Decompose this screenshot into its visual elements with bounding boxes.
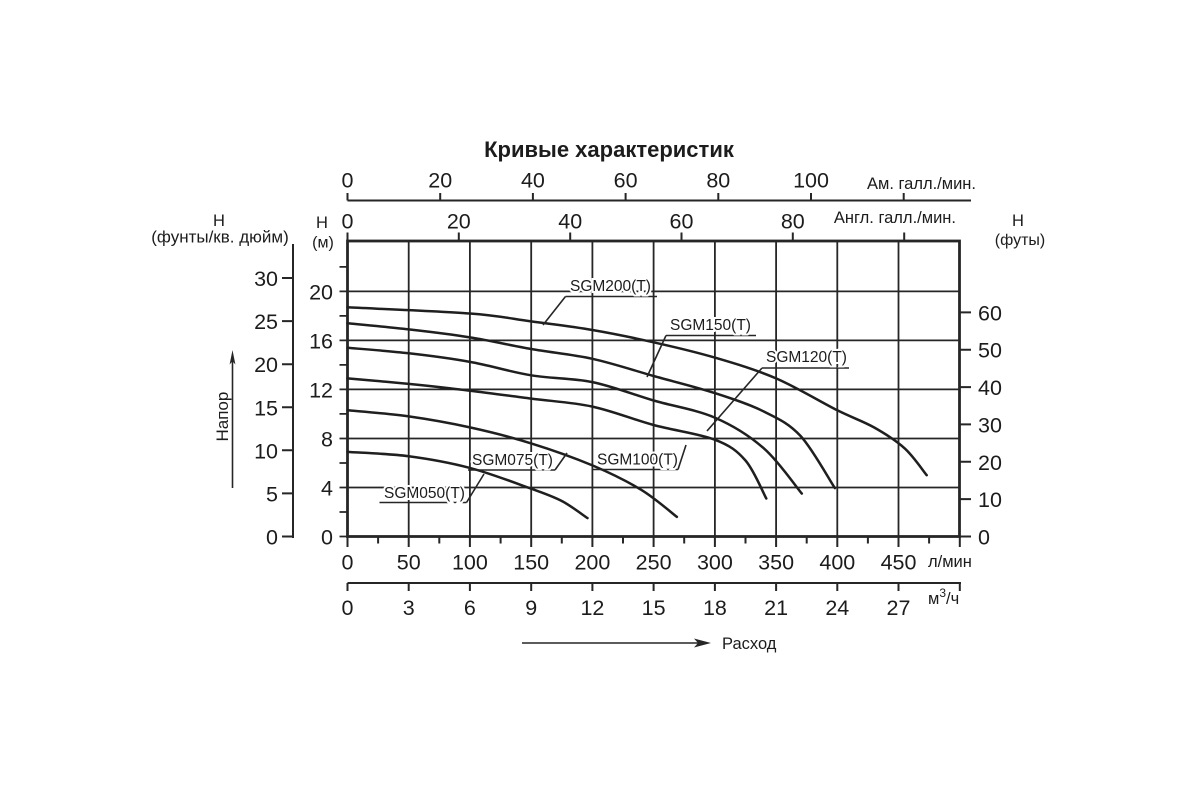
svg-text:30: 30 xyxy=(254,267,278,291)
svg-text:15: 15 xyxy=(254,396,278,420)
svg-text:9: 9 xyxy=(525,596,537,620)
svg-text:Н: Н xyxy=(316,214,328,232)
svg-text:(фунты/кв. дюйм): (фунты/кв. дюйм) xyxy=(151,228,289,247)
svg-text:8: 8 xyxy=(321,428,333,452)
svg-text:20: 20 xyxy=(978,451,1002,475)
svg-text:450: 450 xyxy=(881,551,917,575)
svg-text:50: 50 xyxy=(397,551,421,575)
svg-text:15: 15 xyxy=(642,596,666,620)
svg-text:350: 350 xyxy=(758,551,794,575)
svg-text:0: 0 xyxy=(978,526,990,550)
svg-text:Напор: Напор xyxy=(213,392,232,442)
svg-text:10: 10 xyxy=(978,488,1002,512)
svg-text:60: 60 xyxy=(978,301,1002,325)
svg-text:Кривые характеристик: Кривые характеристик xyxy=(484,137,735,162)
svg-text:SGM050(T): SGM050(T) xyxy=(384,485,465,502)
svg-text:м3/ч: м3/ч xyxy=(928,586,959,608)
svg-text:21: 21 xyxy=(764,596,788,620)
svg-text:л/мин: л/мин xyxy=(928,553,972,571)
svg-text:150: 150 xyxy=(513,551,549,575)
svg-text:12: 12 xyxy=(580,596,604,620)
svg-text:16: 16 xyxy=(309,329,333,353)
svg-text:5: 5 xyxy=(266,482,278,506)
svg-text:6: 6 xyxy=(464,596,476,620)
svg-text:100: 100 xyxy=(452,551,488,575)
svg-text:0: 0 xyxy=(342,210,354,234)
svg-text:30: 30 xyxy=(978,413,1002,437)
svg-text:0: 0 xyxy=(342,596,354,620)
svg-text:40: 40 xyxy=(521,169,545,193)
svg-text:20: 20 xyxy=(447,210,471,234)
svg-text:200: 200 xyxy=(574,551,610,575)
svg-text:Расход: Расход xyxy=(722,635,777,653)
svg-text:Н: Н xyxy=(1012,212,1024,230)
svg-text:80: 80 xyxy=(706,169,730,193)
svg-text:SGM075(T): SGM075(T) xyxy=(472,452,553,469)
svg-text:20: 20 xyxy=(309,280,333,304)
svg-text:(м): (м) xyxy=(312,235,334,252)
svg-text:3: 3 xyxy=(403,596,415,620)
svg-text:(футы): (футы) xyxy=(995,232,1045,249)
svg-text:SGM200(T): SGM200(T) xyxy=(570,278,651,295)
svg-text:0: 0 xyxy=(342,169,354,193)
svg-text:300: 300 xyxy=(697,551,733,575)
svg-text:25: 25 xyxy=(254,310,278,334)
svg-text:40: 40 xyxy=(558,210,582,234)
svg-text:SGM150(T): SGM150(T) xyxy=(670,317,751,334)
svg-text:60: 60 xyxy=(670,210,694,234)
svg-text:60: 60 xyxy=(614,169,638,193)
svg-text:SGM120(T): SGM120(T) xyxy=(766,349,847,366)
svg-text:4: 4 xyxy=(321,477,333,501)
svg-text:Ам. галл./мин.: Ам. галл./мин. xyxy=(867,175,976,193)
svg-text:50: 50 xyxy=(978,339,1002,363)
svg-text:24: 24 xyxy=(825,596,849,620)
svg-text:27: 27 xyxy=(887,596,911,620)
svg-text:0: 0 xyxy=(342,551,354,575)
svg-text:0: 0 xyxy=(321,526,333,550)
svg-text:40: 40 xyxy=(978,376,1002,400)
svg-text:250: 250 xyxy=(636,551,672,575)
svg-text:10: 10 xyxy=(254,439,278,463)
svg-text:20: 20 xyxy=(254,353,278,377)
svg-text:80: 80 xyxy=(781,210,805,234)
svg-text:0: 0 xyxy=(266,526,278,550)
svg-text:20: 20 xyxy=(428,169,452,193)
svg-text:SGM100(T): SGM100(T) xyxy=(597,452,678,469)
svg-text:Англ. галл./мин.: Англ. галл./мин. xyxy=(834,209,956,227)
svg-text:12: 12 xyxy=(309,378,333,402)
svg-text:Н: Н xyxy=(213,212,225,230)
svg-text:100: 100 xyxy=(793,169,829,193)
svg-text:18: 18 xyxy=(703,596,727,620)
svg-text:400: 400 xyxy=(819,551,855,575)
